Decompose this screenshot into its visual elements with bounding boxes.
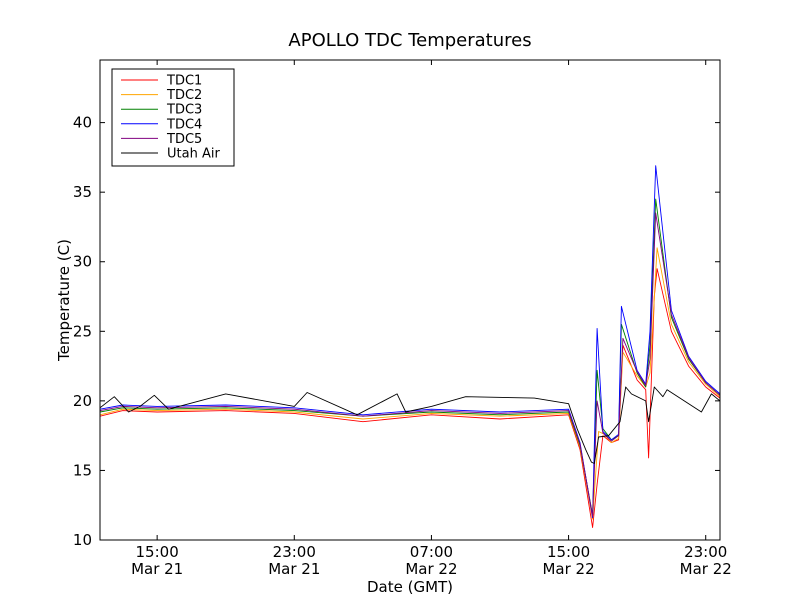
series-line-tdc4 — [100, 165, 720, 519]
y-axis-label: Temperature (C) — [55, 239, 73, 362]
x-tick-label-time: 15:00 — [136, 543, 179, 561]
x-axis-label: Date (GMT) — [367, 578, 453, 596]
series-group — [100, 165, 720, 528]
x-tick-label-date: Mar 21 — [131, 560, 183, 578]
y-tick-label: 25 — [73, 322, 92, 340]
legend-label: Utah Air — [167, 147, 220, 162]
series-line-utah-air — [100, 386, 720, 464]
x-tick-label-date: Mar 22 — [680, 560, 732, 578]
x-tick-label-time: 23:00 — [684, 543, 727, 561]
legend-label: TDC1 — [166, 74, 202, 89]
chart-title: APOLLO TDC Temperatures — [288, 30, 531, 51]
legend-label: TDC5 — [166, 132, 202, 147]
y-tick-label: 30 — [73, 253, 92, 271]
plot-frame — [99, 59, 721, 541]
x-tick-label-date: Mar 22 — [542, 560, 594, 578]
x-tick-label-date: Mar 21 — [268, 560, 320, 578]
series-line-tdc2 — [100, 247, 720, 520]
y-axis: 10 15 20 25 30 35 40 — [73, 114, 720, 549]
legend-label: TDC4 — [166, 117, 202, 132]
x-tick-label-time: 23:00 — [273, 543, 316, 561]
legend-label: TDC2 — [166, 88, 202, 103]
series-line-tdc5 — [100, 212, 720, 517]
y-tick-label: 15 — [73, 461, 92, 479]
legend-frame — [111, 68, 235, 167]
x-tick-label-time: 15:00 — [547, 543, 590, 561]
y-tick-label: 40 — [73, 114, 92, 132]
x-tick-label-time: 07:00 — [410, 543, 453, 561]
series-line-tdc1 — [100, 268, 720, 528]
x-tick-label-date: Mar 22 — [405, 560, 457, 578]
y-tick-label: 20 — [73, 392, 92, 410]
y-tick-label: 35 — [73, 183, 92, 201]
legend-label: TDC3 — [166, 103, 202, 118]
series-line-tdc3 — [100, 198, 720, 516]
y-tick-label: 10 — [73, 531, 92, 549]
